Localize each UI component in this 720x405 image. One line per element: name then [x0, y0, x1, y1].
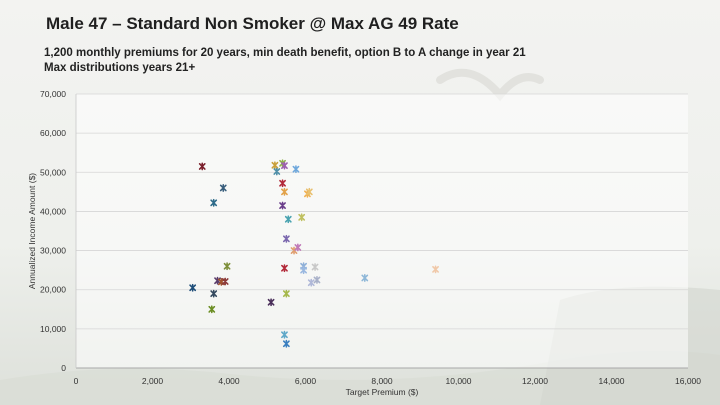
subtitle-line-2: Max distributions years 21+: [44, 62, 196, 74]
data-point: [294, 243, 302, 252]
data-point: [281, 161, 288, 170]
data-point: [281, 330, 288, 339]
x-tick-label: 6,000: [295, 376, 317, 386]
data-points: [189, 159, 439, 348]
data-point: [298, 213, 306, 222]
data-point: [282, 234, 290, 243]
y-tick-label: 30,000: [40, 246, 66, 256]
data-point: [210, 289, 218, 298]
data-point: [221, 277, 229, 286]
slide-subtitle: 1,200 monthly premiums for 20 years, min…: [44, 46, 526, 76]
y-tick-label: 0: [61, 363, 66, 373]
y-tick-label: 10,000: [40, 324, 66, 334]
x-tick-label: 4,000: [218, 376, 240, 386]
x-tick-label: 8,000: [371, 376, 393, 386]
data-point: [282, 339, 290, 348]
x-tick-label: 16,000: [675, 376, 701, 386]
y-tick-label: 60,000: [40, 128, 66, 138]
y-tick-label: 20,000: [40, 285, 66, 295]
x-tick-label: 2,000: [142, 376, 164, 386]
x-tick-label: 0: [74, 376, 79, 386]
data-point: [219, 184, 227, 192]
x-tick-label: 10,000: [446, 376, 472, 386]
data-point: [361, 274, 369, 282]
data-point: [279, 179, 286, 188]
data-point: [210, 198, 218, 207]
gridlines: [76, 93, 688, 330]
data-point: [279, 201, 286, 210]
data-point: [281, 187, 288, 196]
data-point: [300, 266, 307, 275]
data-point: [273, 167, 281, 176]
data-point: [223, 262, 231, 271]
data-point: [432, 265, 439, 274]
x-axis-label: Target Premium ($): [346, 387, 419, 397]
y-axis-tick-labels: 0 10,000 20,000 30,000 40,000 50,000 60,000 70,…: [40, 89, 66, 373]
x-axis-tick-labels: 0 2,000 4,000 6,000 8,000 10,000 12,000 14,000 1…: [74, 376, 702, 386]
y-axis-label: Annualized Income Amount ($): [27, 173, 37, 289]
y-tick-label: 70,000: [40, 89, 66, 99]
data-point: [198, 162, 206, 171]
data-point: [271, 161, 279, 170]
x-tick-label: 14,000: [599, 376, 625, 386]
data-point: [313, 276, 321, 284]
data-point: [305, 187, 313, 196]
slide-title: Male 47 – Standard Non Smoker @ Max AG 4…: [46, 14, 459, 33]
subtitle-line-1: 1,200 monthly premiums for 20 years, min…: [44, 47, 526, 59]
y-tick-label: 50,000: [40, 167, 66, 177]
axes: [75, 94, 688, 369]
data-point: [267, 298, 275, 307]
plot-background: [76, 94, 688, 368]
data-point: [208, 305, 216, 314]
data-point: [311, 263, 319, 271]
plot-area: [76, 94, 688, 368]
y-tick-label: 40,000: [40, 206, 66, 216]
data-point: [292, 165, 300, 174]
data-point: [284, 215, 292, 224]
x-tick-label: 12,000: [522, 376, 548, 386]
data-point: [189, 283, 197, 292]
data-point: [307, 278, 315, 287]
data-point: [281, 264, 288, 273]
data-point: [282, 289, 290, 298]
